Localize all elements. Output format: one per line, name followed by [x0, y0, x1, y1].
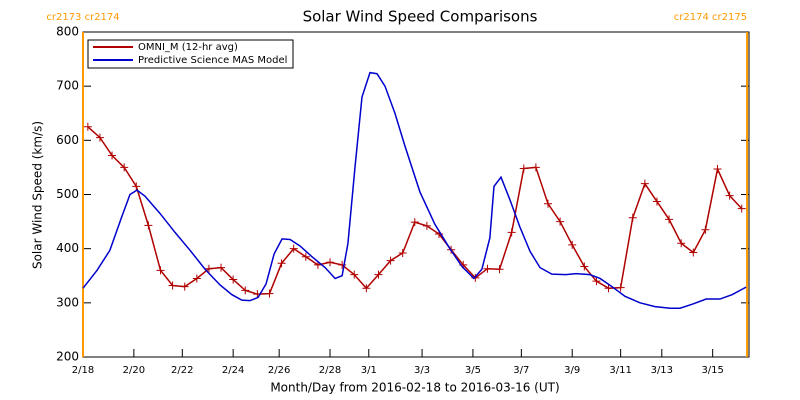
carrington-label: cr2174 cr2175	[674, 12, 747, 23]
data-point	[108, 151, 117, 160]
data-point	[386, 256, 395, 265]
x-tick-label: 3/1	[361, 365, 377, 376]
data-point	[326, 258, 335, 267]
data-point	[580, 262, 589, 271]
data-point	[217, 263, 226, 272]
data-point	[192, 274, 201, 283]
x-tick-label: 3/9	[564, 365, 580, 376]
chart-title: Solar Wind Speed Comparisons	[303, 8, 538, 26]
data-point	[628, 213, 637, 222]
data-point	[592, 277, 601, 286]
data-point	[398, 249, 407, 257]
data-point	[156, 266, 165, 275]
data-point	[132, 182, 141, 191]
x-tick-label: 3/15	[701, 365, 723, 376]
x-tick-label: 2/24	[222, 365, 244, 376]
y-tick-label: 500	[56, 187, 79, 201]
legend-label: Predictive Science MAS Model	[138, 55, 287, 66]
x-tick-label: 3/5	[465, 365, 481, 376]
y-tick-label: 600	[56, 133, 79, 147]
x-tick-label: 2/18	[72, 365, 94, 376]
data-point	[556, 217, 565, 226]
data-point	[229, 275, 238, 284]
data-point	[180, 282, 189, 291]
data-point	[204, 264, 213, 273]
y-tick-label: 700	[56, 79, 79, 93]
data-point	[531, 163, 540, 172]
data-point	[677, 239, 686, 248]
data-point	[350, 270, 359, 279]
y-axis-label: Solar Wind Speed (km/s)	[31, 121, 45, 269]
data-point	[604, 284, 613, 293]
data-point	[422, 221, 431, 230]
data-point	[701, 225, 710, 234]
data-point	[652, 197, 661, 206]
x-tick-label: 3/11	[609, 365, 631, 376]
y-tick-label: 800	[56, 25, 79, 39]
data-point	[665, 215, 674, 224]
data-point	[640, 179, 649, 188]
data-point	[689, 248, 698, 257]
x-tick-label: 3/7	[513, 365, 529, 376]
x-tick-label: 2/28	[319, 365, 341, 376]
data-point	[83, 122, 92, 131]
data-point	[120, 163, 129, 172]
data-point	[483, 264, 492, 273]
data-point	[568, 240, 577, 249]
x-tick-label: 2/26	[268, 365, 290, 376]
y-tick-label: 300	[56, 295, 79, 309]
data-point	[737, 204, 746, 213]
data-point	[289, 244, 298, 253]
data-point	[713, 165, 722, 174]
legend-box	[87, 39, 294, 69]
data-point	[277, 259, 286, 268]
carrington-label: cr2173 cr2174	[46, 12, 119, 23]
data-point	[507, 228, 516, 237]
legend-label: OMNI_M (12-hr avg)	[138, 42, 238, 53]
data-point	[168, 281, 177, 290]
data-point	[374, 270, 383, 279]
x-tick-label: 3/13	[651, 365, 673, 376]
data-point	[265, 289, 274, 298]
y-tick-label: 400	[56, 241, 79, 255]
data-point	[725, 191, 734, 200]
data-point	[519, 164, 528, 173]
data-point	[543, 199, 552, 208]
data-point	[301, 252, 310, 261]
x-tick-label: 2/22	[171, 365, 193, 376]
data-point	[410, 218, 419, 227]
x-tick-label: 3/3	[414, 365, 430, 376]
x-tick-label: 2/20	[123, 365, 145, 376]
data-point	[616, 283, 625, 292]
series-line	[82, 71, 747, 309]
x-axis-label: Month/Day from 2016-02-18 to 2016-03-16 …	[270, 381, 559, 395]
data-point	[495, 265, 504, 274]
data-point	[241, 286, 250, 295]
data-point	[362, 284, 371, 293]
data-point	[95, 133, 104, 142]
data-point	[144, 221, 153, 230]
y-tick-label: 200	[56, 350, 79, 364]
